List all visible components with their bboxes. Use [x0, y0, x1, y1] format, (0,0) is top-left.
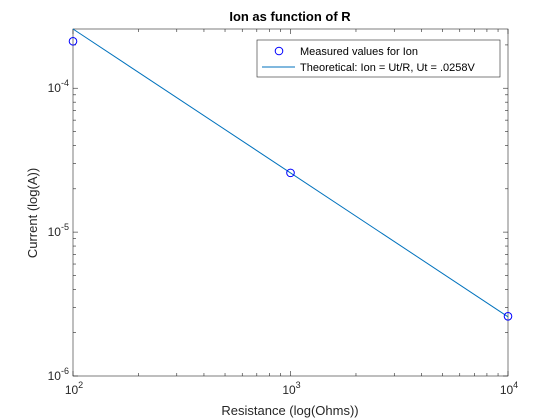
x-tick-label: 103: [282, 380, 300, 397]
y-tick-label: 10-4: [48, 78, 69, 95]
y-axis-label: Current (log(A)): [25, 168, 40, 258]
legend-marker-measured: [274, 46, 284, 56]
legend: Measured values for Ion Theoretical: Ion …: [256, 39, 501, 78]
x-axis-label: Resistance (log(Ohms)): [221, 403, 358, 418]
chart-title: Ion as function of R: [229, 9, 351, 24]
plot-box: [72, 28, 509, 377]
y-tick-label: 10-6: [48, 366, 69, 383]
theoretical-line: [72, 28, 509, 318]
plot-area: 102 103 104 10-6 10-5 10-4: [48, 28, 518, 397]
x-tick-label: 102: [65, 380, 83, 397]
measured-point: [286, 168, 295, 178]
measured-point: [503, 311, 513, 321]
legend-box: [256, 39, 501, 78]
y-tick-label: 10-5: [48, 222, 69, 239]
measured-point: [68, 36, 78, 46]
x-tick-label: 104: [500, 380, 518, 397]
legend-label: Theoretical: Ion = Ut/R, Ut = .0258V: [300, 62, 476, 74]
legend-label: Measured values for Ion: [300, 46, 418, 58]
